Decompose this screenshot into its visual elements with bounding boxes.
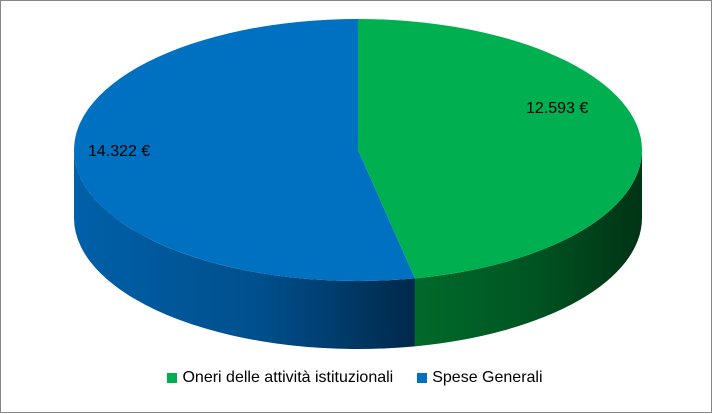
legend-swatch-oneri xyxy=(167,373,178,383)
legend: Oneri delle attività istituzionali Spese… xyxy=(1,369,712,387)
legend-item-oneri: Oneri delle attività istituzionali xyxy=(167,369,393,387)
slice-side-oneri xyxy=(414,150,642,347)
legend-item-spese: Spese Generali xyxy=(417,369,543,387)
slice-spese xyxy=(73,18,415,281)
slice-oneri xyxy=(358,19,642,279)
data-label-spese: 14.322 € xyxy=(88,143,151,160)
slice-side-spese xyxy=(74,150,415,349)
data-label-oneri: 12.593 € xyxy=(526,100,589,117)
legend-swatch-spese xyxy=(417,373,428,383)
legend-label-spese: Spese Generali xyxy=(432,369,543,386)
legend-label-oneri: Oneri delle attività istituzionali xyxy=(182,369,394,386)
